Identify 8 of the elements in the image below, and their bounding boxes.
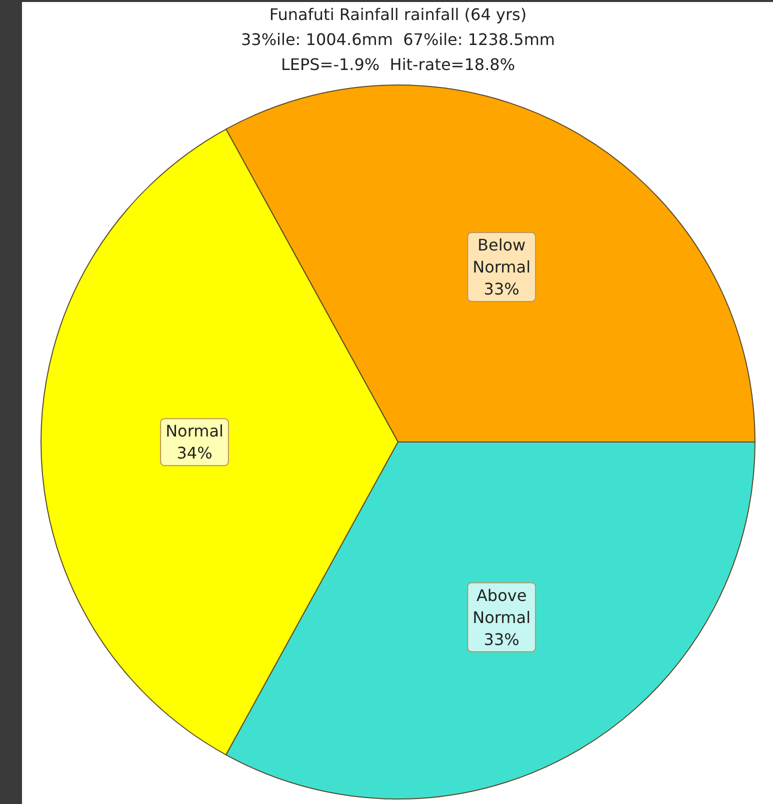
- data-label: 34%: [176, 444, 212, 463]
- chart-subtitle: 33%ile: 1004.6mm 67%ile: 1238.5mm LEPS=-1.9% Hit-rate=18.8%: [240, 30, 556, 74]
- slice-label: Above Normal: [472, 586, 531, 627]
- slice-label: Below Normal: [472, 235, 531, 276]
- chart-title: Funafuti Rainfall rainfall (64 yrs): [269, 5, 527, 24]
- data-label: 33%: [484, 279, 520, 298]
- slice-label: Normal: [166, 422, 224, 441]
- data-label: 33%: [484, 630, 520, 649]
